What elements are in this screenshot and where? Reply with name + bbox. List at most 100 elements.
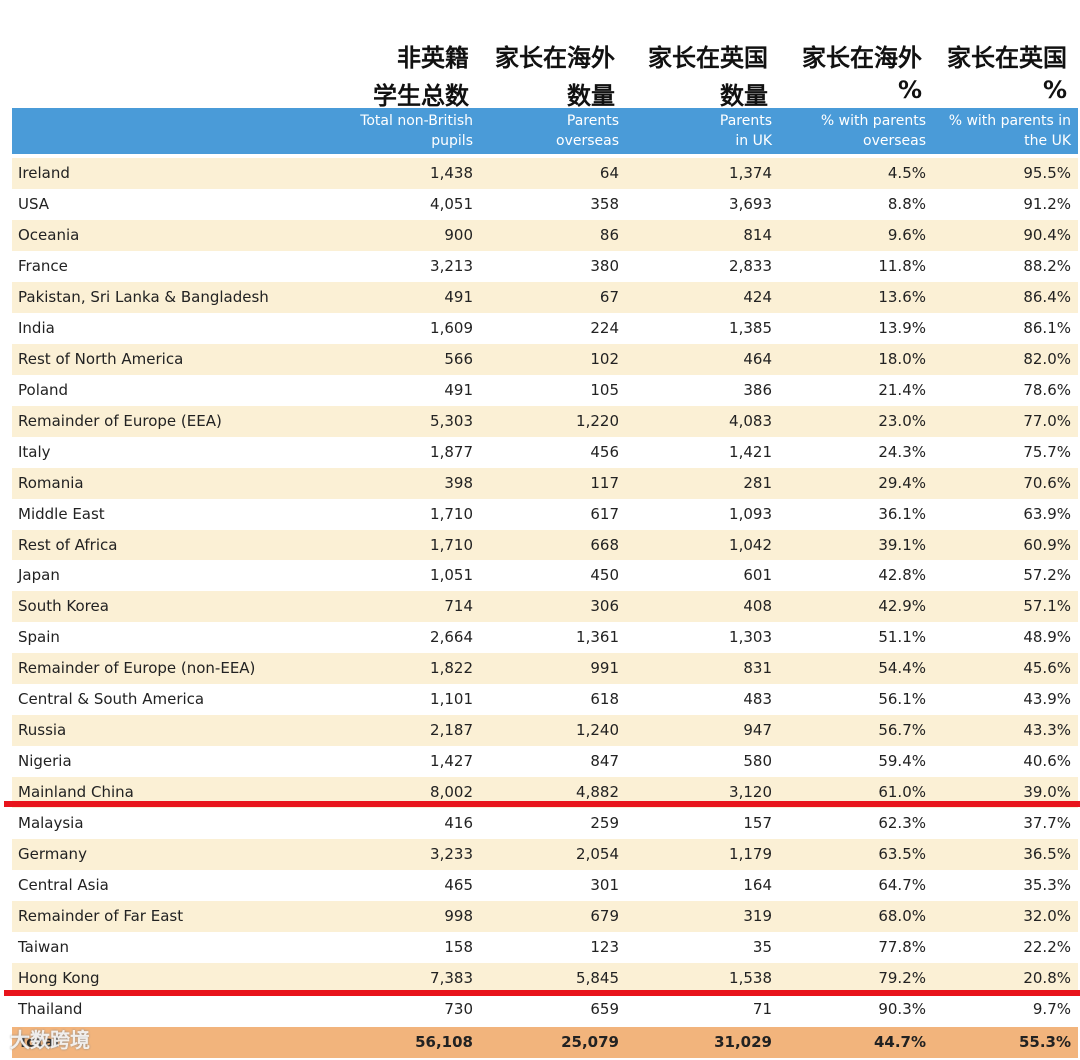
row-label: Japan bbox=[18, 566, 60, 585]
cell: 566 bbox=[444, 349, 473, 368]
cell: 78.6% bbox=[1023, 380, 1071, 399]
cell: 70.6% bbox=[1023, 473, 1071, 492]
cell: 43.3% bbox=[1023, 721, 1071, 740]
row-label: France bbox=[18, 256, 68, 275]
cell: 11.8% bbox=[878, 256, 926, 275]
cell: 75.7% bbox=[1023, 442, 1071, 461]
cell: 831 bbox=[743, 659, 772, 678]
cell: 64 bbox=[599, 164, 619, 182]
cell: 380 bbox=[590, 256, 619, 275]
cell: 37.7% bbox=[1023, 814, 1071, 833]
cell: 601 bbox=[743, 566, 772, 585]
en-header: % with parents bbox=[820, 113, 926, 129]
cell: 1,710 bbox=[430, 535, 473, 554]
cell: 43.9% bbox=[1023, 690, 1071, 709]
cell: 86 bbox=[599, 225, 619, 244]
cell: 2,054 bbox=[576, 845, 619, 864]
cell: 18.0% bbox=[878, 349, 926, 368]
cell: 1,438 bbox=[430, 164, 473, 182]
cell: 730 bbox=[444, 999, 473, 1018]
row-label: Total bbox=[18, 1032, 59, 1051]
row-bg bbox=[12, 591, 1078, 623]
row-bg bbox=[12, 498, 1078, 530]
row-label: Mainland China bbox=[18, 783, 134, 802]
cell: 71 bbox=[752, 999, 772, 1018]
cell: 2,664 bbox=[430, 628, 473, 647]
zh-header: 学生总数 bbox=[373, 82, 469, 110]
cell: 48.9% bbox=[1023, 628, 1071, 647]
cell: 464 bbox=[743, 349, 772, 368]
en-header: % with parents in bbox=[948, 113, 1071, 129]
cell: 947 bbox=[743, 721, 772, 740]
row-label: Italy bbox=[18, 442, 51, 461]
cell: 88.2% bbox=[1023, 256, 1071, 275]
en-header: Total non-British bbox=[360, 113, 473, 129]
row-label: Romania bbox=[18, 473, 84, 492]
cell: 60.9% bbox=[1023, 535, 1071, 554]
cell: 456 bbox=[590, 442, 619, 461]
cell: 491 bbox=[444, 380, 473, 399]
cell: 62.3% bbox=[878, 814, 926, 833]
row-bg bbox=[12, 560, 1078, 592]
row-bg bbox=[12, 684, 1078, 716]
cell: 580 bbox=[743, 752, 772, 771]
cell: 54.4% bbox=[878, 659, 926, 678]
cell: 1,361 bbox=[576, 628, 619, 647]
row-label: Nigeria bbox=[18, 752, 72, 771]
row-bg bbox=[12, 343, 1078, 375]
cell: 4.5% bbox=[887, 164, 926, 182]
cell: 259 bbox=[590, 814, 619, 833]
cell: 45.6% bbox=[1023, 659, 1071, 678]
row-bg bbox=[12, 374, 1078, 406]
cell: 998 bbox=[444, 907, 473, 926]
cell: 158 bbox=[444, 938, 473, 956]
row-label: Rest of North America bbox=[18, 349, 184, 368]
cell: 44.7% bbox=[873, 1032, 926, 1051]
cell: 29.4% bbox=[878, 473, 926, 492]
cell: 3,213 bbox=[430, 256, 473, 275]
cell: 67 bbox=[599, 287, 619, 306]
cell: 77.8% bbox=[878, 938, 926, 956]
cell: 1,303 bbox=[729, 628, 772, 647]
cell: 281 bbox=[743, 473, 772, 492]
cell: 56.1% bbox=[878, 690, 926, 709]
cell: 64.7% bbox=[878, 876, 926, 895]
cell: 1,179 bbox=[729, 845, 772, 864]
cell: 79.2% bbox=[878, 968, 926, 987]
cell: 1,093 bbox=[729, 504, 772, 523]
row-bg bbox=[12, 870, 1078, 902]
row-label: Ireland bbox=[18, 164, 70, 182]
row-label: USA bbox=[18, 194, 50, 213]
cell: 386 bbox=[743, 380, 772, 399]
row-label: South Korea bbox=[18, 597, 109, 616]
cell: 117 bbox=[590, 473, 619, 492]
cell: 13.6% bbox=[878, 287, 926, 306]
row-label: India bbox=[18, 318, 55, 337]
cell: 1,051 bbox=[430, 566, 473, 585]
cell: 157 bbox=[743, 814, 772, 833]
cell: 483 bbox=[743, 690, 772, 709]
cell: 3,120 bbox=[729, 783, 772, 802]
cell: 5,845 bbox=[576, 968, 619, 987]
cell: 36.5% bbox=[1023, 845, 1071, 864]
row-bg bbox=[12, 158, 1078, 189]
cell: 36.1% bbox=[878, 504, 926, 523]
highlight-line bbox=[4, 801, 1080, 807]
cell: 679 bbox=[590, 907, 619, 926]
cell: 398 bbox=[444, 473, 473, 492]
cell: 668 bbox=[590, 535, 619, 554]
cell: 1,101 bbox=[430, 690, 473, 709]
row-bg bbox=[12, 653, 1078, 685]
cell: 1,421 bbox=[729, 442, 772, 461]
row-bg bbox=[12, 219, 1078, 251]
row-label: Rest of Africa bbox=[18, 535, 118, 554]
cell: 20.8% bbox=[1023, 968, 1071, 987]
cell: 68.0% bbox=[878, 907, 926, 926]
row-bg bbox=[12, 312, 1078, 344]
row-bg bbox=[12, 746, 1078, 778]
cell: 90.4% bbox=[1023, 225, 1071, 244]
cell: 9.6% bbox=[887, 225, 926, 244]
cell: 1,042 bbox=[729, 535, 772, 554]
cell: 39.0% bbox=[1023, 783, 1071, 802]
header-band bbox=[12, 108, 1078, 154]
